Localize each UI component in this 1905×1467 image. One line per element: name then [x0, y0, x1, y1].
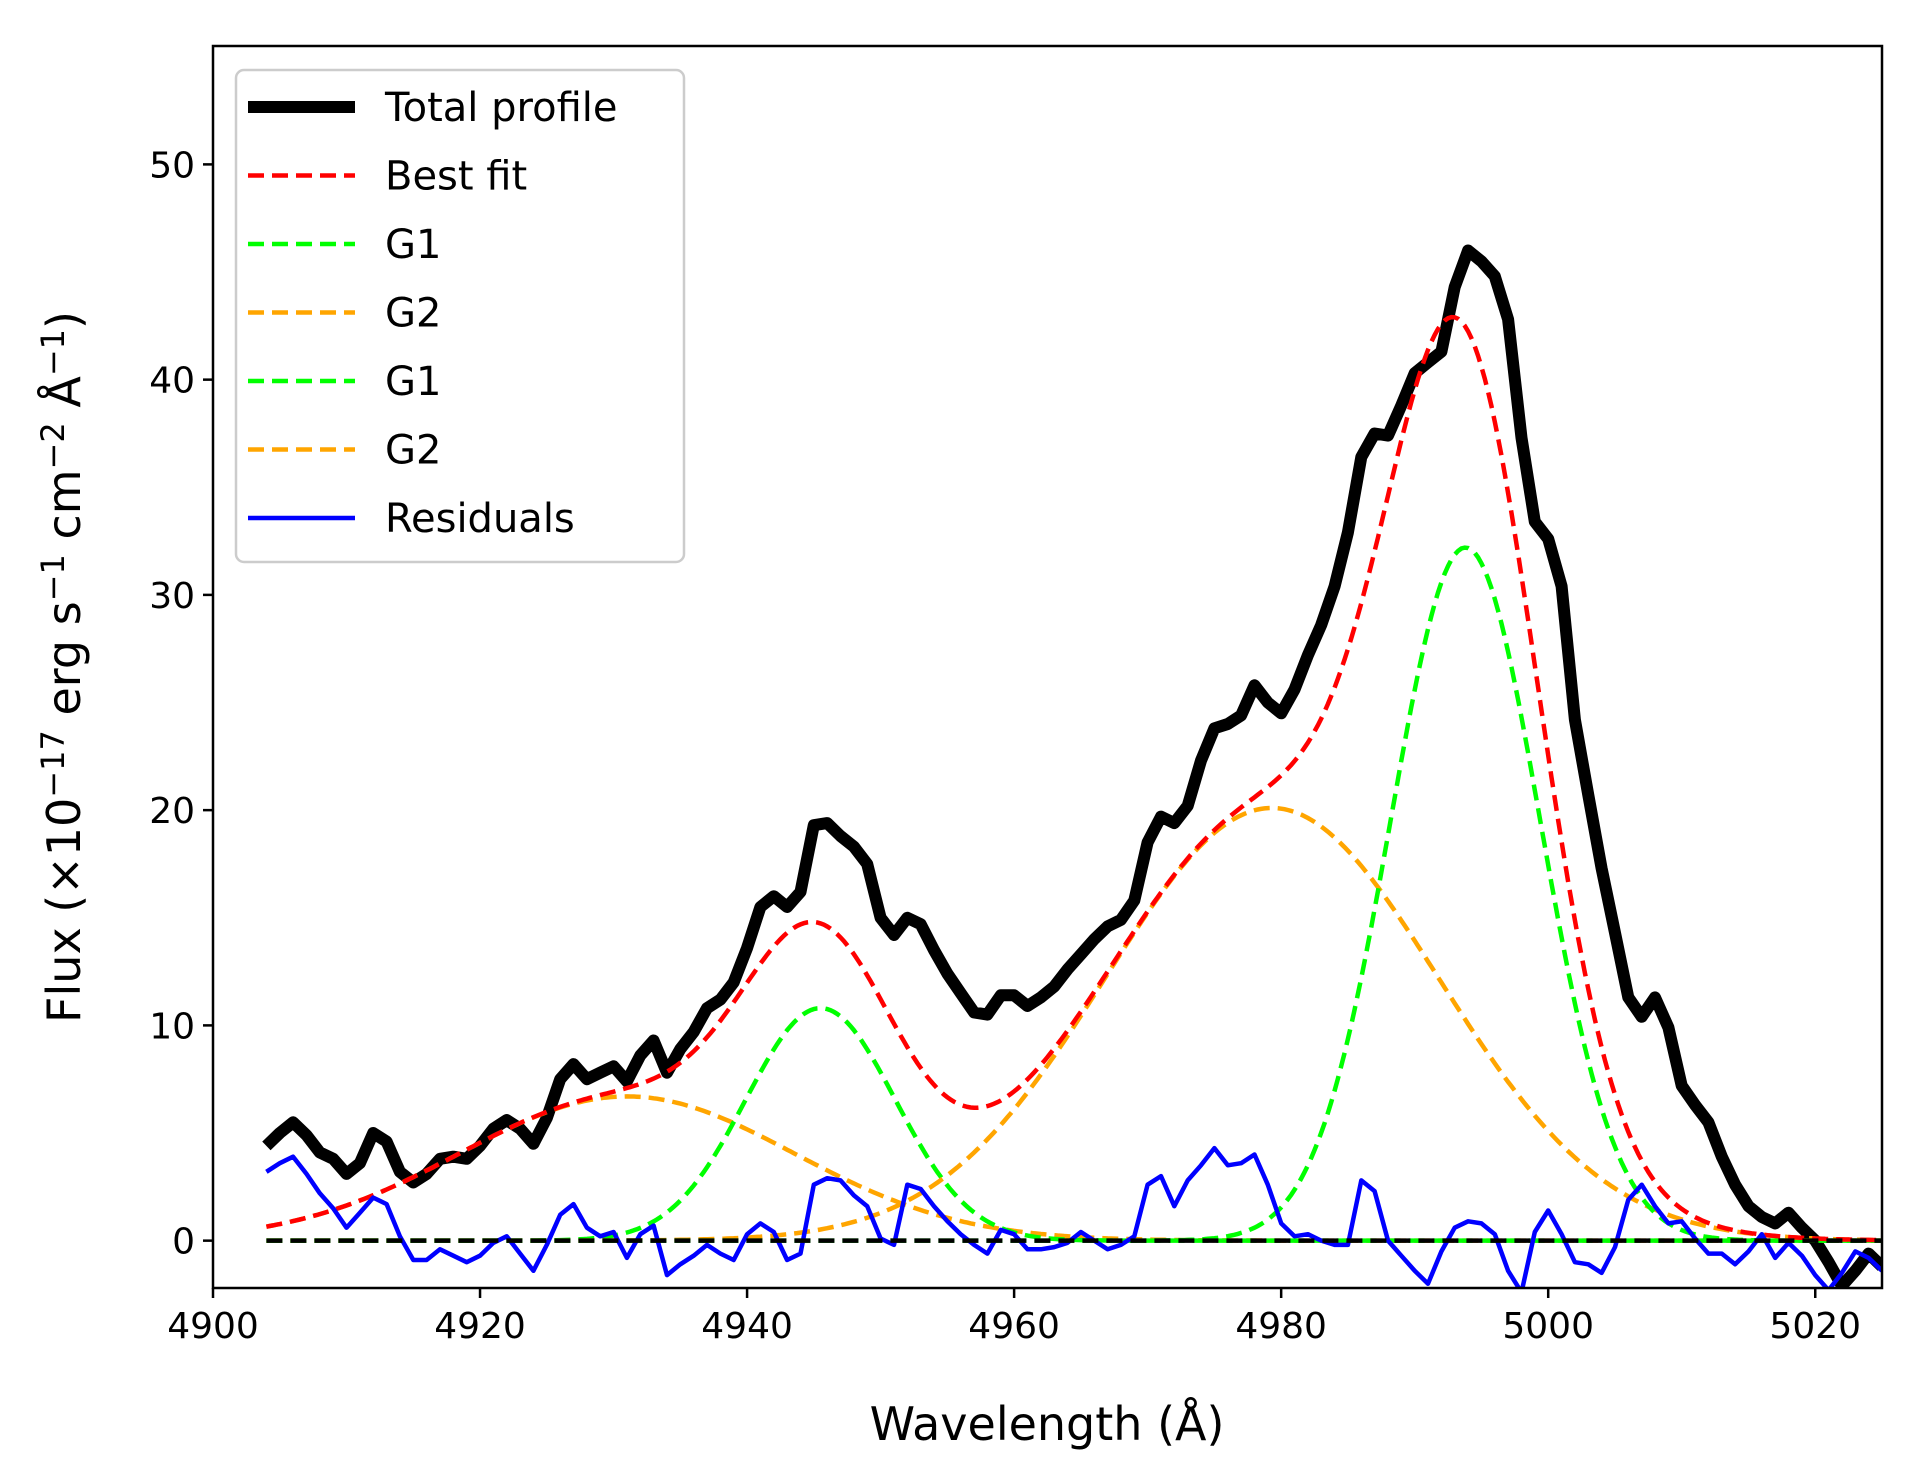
y-label-prefix: Flux (×10 — [37, 798, 91, 1023]
y-axis-label: Flux (×10−17 erg s−1 cm−2 Å−1) — [34, 311, 91, 1023]
legend-label-3: G1 — [385, 222, 441, 268]
legend-entries: Total profile Best fit G1 G2 G1 G2 Residuals — [248, 85, 617, 542]
x-tick-label: 4960 — [968, 1306, 1060, 1347]
y-label-exp4: −1 — [34, 329, 72, 376]
x-tick-label: 4900 — [167, 1306, 259, 1347]
legend-label-5: G1 — [385, 359, 441, 405]
x-tick-label: 5000 — [1502, 1306, 1594, 1347]
plot-frame — [211, 44, 1884, 1290]
y-label-exp1: −17 — [34, 730, 72, 798]
legend-label-2: Best fit — [385, 154, 527, 200]
y-tick-label: 50 — [149, 145, 195, 186]
total-profile-line — [262, 244, 1882, 1288]
y-label-suffix: ) — [37, 311, 91, 329]
y-tick-label: 40 — [149, 361, 195, 402]
x-axis-label: Wavelength (Å) — [870, 1397, 1225, 1451]
axis-ticks-layer: 4900 4920 4940 4960 4980 5000 5020 0 10 20 30 40 50 — [149, 145, 1861, 1347]
x-tick-label: 4940 — [701, 1306, 793, 1347]
x-tick-label: 4980 — [1235, 1306, 1327, 1347]
y-tick-label: 10 — [149, 1006, 195, 1047]
residuals-line — [265, 1145, 1882, 1288]
x-tick-label: 4920 — [434, 1306, 526, 1347]
x-tick-label: 5020 — [1769, 1306, 1861, 1347]
y-label-exp3: −2 — [34, 422, 72, 469]
y-tick-label: 0 — [172, 1222, 195, 1263]
legend-label-6: G2 — [385, 428, 441, 474]
legend-label-1: Total profile — [384, 85, 617, 131]
legend-box — [234, 68, 686, 564]
y-label-mid3: Å — [37, 376, 91, 423]
y-label-mid2: cm — [37, 469, 91, 554]
best-fit-line — [265, 314, 1882, 1243]
legend-label-4: G2 — [385, 291, 441, 337]
y-tick-label: 30 — [149, 576, 195, 617]
legend: Total profile Best fit G1 G2 G1 G2 Residuals — [234, 68, 686, 564]
y-tick-label: 20 — [149, 791, 195, 832]
y-label-exp2: −1 — [34, 554, 72, 601]
legend-label-7: Residuals — [385, 496, 575, 542]
plot-series-layer — [262, 244, 1882, 1288]
y-label-mid1: erg s — [37, 601, 91, 730]
